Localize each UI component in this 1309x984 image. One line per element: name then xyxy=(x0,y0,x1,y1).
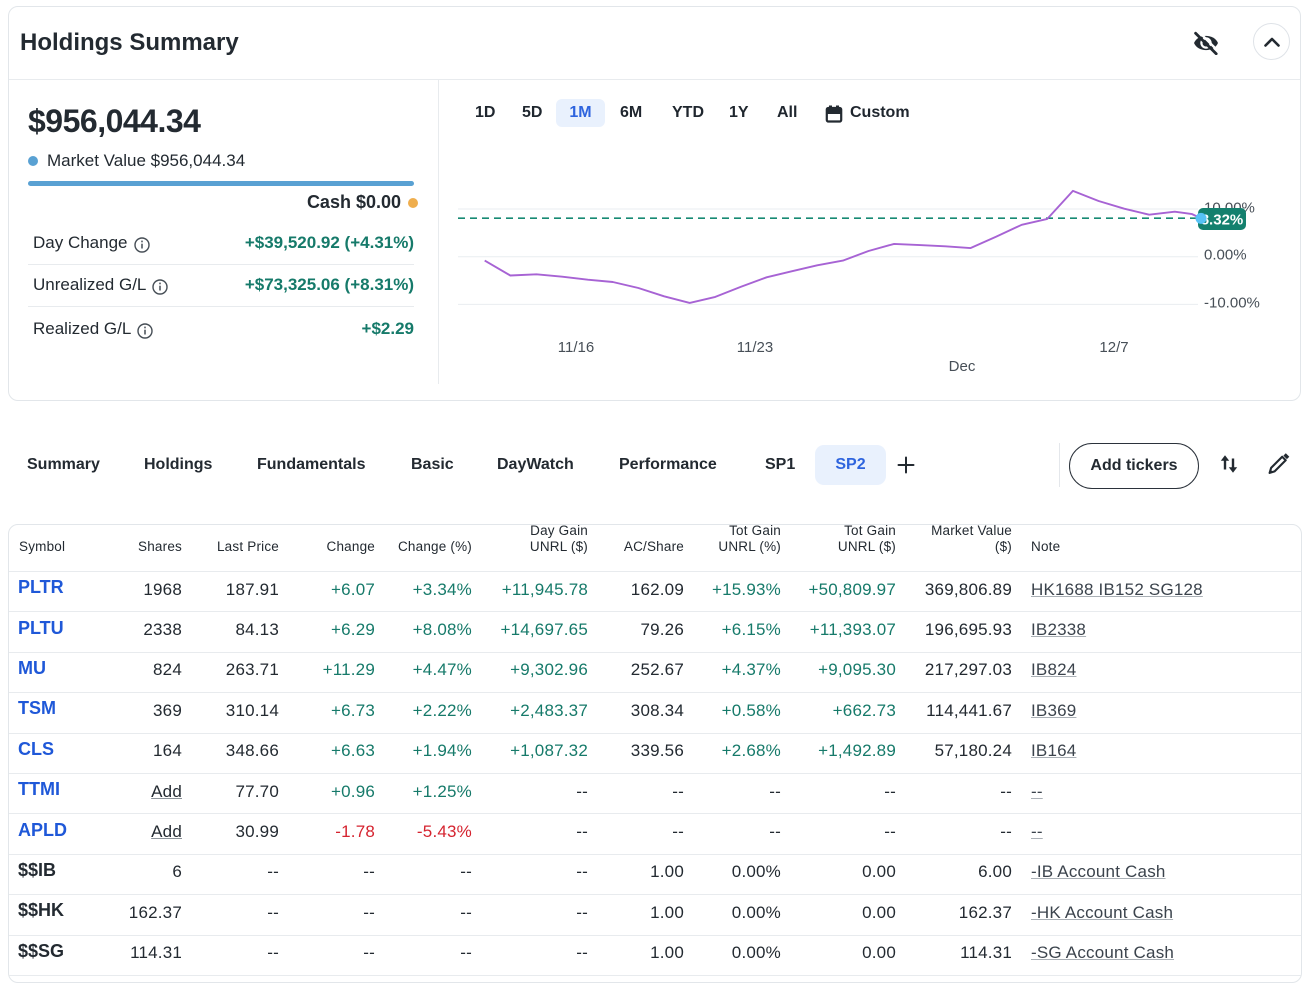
svg-text:11/16: 11/16 xyxy=(558,339,594,356)
svg-text:0.00%: 0.00% xyxy=(1204,247,1247,264)
svg-text:Dec: Dec xyxy=(949,358,976,375)
svg-text:8.32%: 8.32% xyxy=(1201,212,1244,229)
svg-text:12/7: 12/7 xyxy=(1099,339,1128,356)
svg-text:-10.00%: -10.00% xyxy=(1204,295,1260,312)
svg-text:11/23: 11/23 xyxy=(737,339,773,356)
